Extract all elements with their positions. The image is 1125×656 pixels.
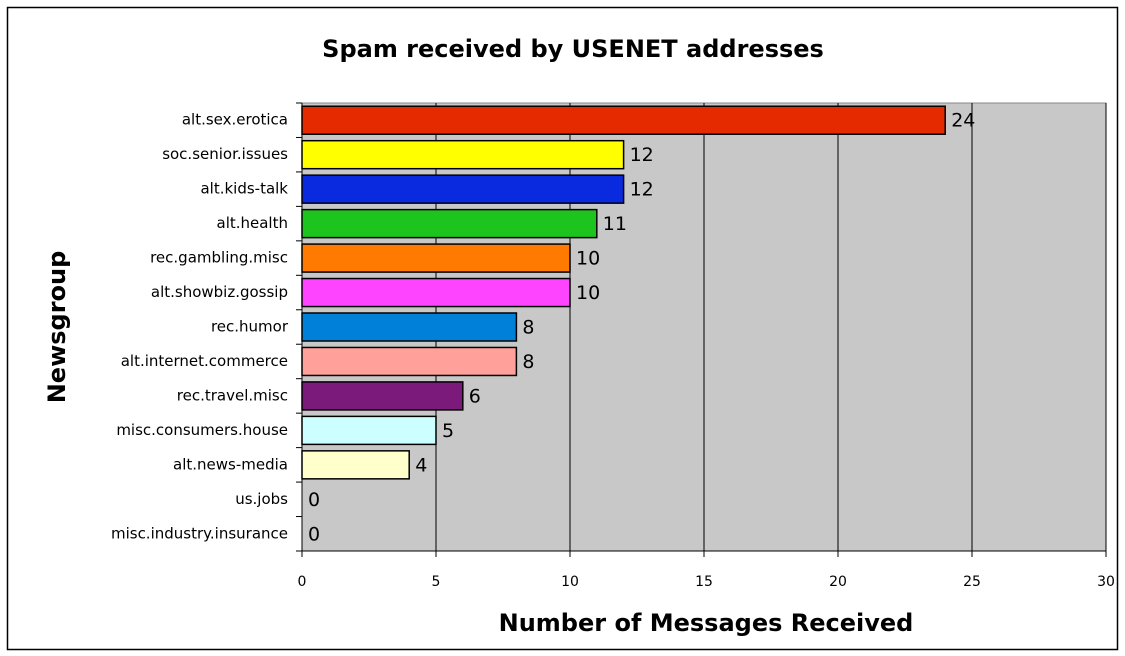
y-tick-label: alt.showbiz.gossip — [151, 283, 288, 301]
value-label: 11 — [603, 213, 627, 235]
value-label: 24 — [951, 110, 975, 132]
x-tick-label: 0 — [298, 574, 307, 590]
y-tick-label: misc.consumers.house — [116, 421, 288, 439]
bar — [301, 450, 410, 480]
bar — [301, 346, 518, 377]
x-tick-label: 5 — [432, 574, 441, 590]
x-axis-label: Number of Messages Received — [499, 609, 914, 637]
value-label: 4 — [415, 454, 427, 476]
y-tick-label: rec.humor — [211, 318, 289, 336]
value-label: 0 — [308, 523, 320, 545]
value-label: 10 — [576, 282, 600, 304]
y-tick-label: alt.news-media — [173, 455, 288, 473]
bar — [301, 208, 598, 239]
y-tick-label: soc.senior.issues — [162, 145, 288, 163]
bar — [301, 415, 437, 446]
y-tick-label: us.jobs — [235, 490, 288, 508]
bar — [301, 105, 946, 135]
y-tick-label: rec.travel.misc — [177, 386, 288, 404]
chart-title: Spam received by USENET addresses — [322, 35, 824, 63]
bar — [301, 243, 571, 273]
y-tick-label: rec.gambling.misc — [150, 249, 288, 267]
bar — [301, 139, 625, 170]
y-tick-label: alt.sex.erotica — [182, 111, 288, 129]
value-label: 12 — [630, 144, 654, 166]
x-tick-label: 20 — [829, 574, 847, 590]
value-label: 12 — [630, 179, 654, 201]
x-tick-label: 15 — [695, 574, 713, 590]
x-tick-label: 10 — [561, 574, 579, 590]
bar — [301, 277, 571, 308]
x-tick-label: 25 — [963, 574, 981, 590]
bar — [301, 312, 518, 342]
x-tick-label: 30 — [1097, 574, 1115, 590]
y-tick-label: alt.internet.commerce — [121, 352, 288, 370]
value-label: 10 — [576, 248, 600, 270]
bar — [301, 174, 625, 204]
value-label: 8 — [522, 351, 534, 373]
y-tick-label: alt.kids-talk — [200, 180, 288, 198]
value-label: 8 — [522, 317, 534, 339]
y-tick-label: alt.health — [217, 214, 289, 232]
y-tick-label: misc.industry.insurance — [111, 524, 288, 542]
value-label: 5 — [442, 420, 454, 442]
y-axis-label: Newsgroup — [43, 251, 71, 404]
bar — [301, 381, 464, 411]
value-label: 6 — [469, 385, 481, 407]
value-label: 0 — [308, 489, 320, 511]
